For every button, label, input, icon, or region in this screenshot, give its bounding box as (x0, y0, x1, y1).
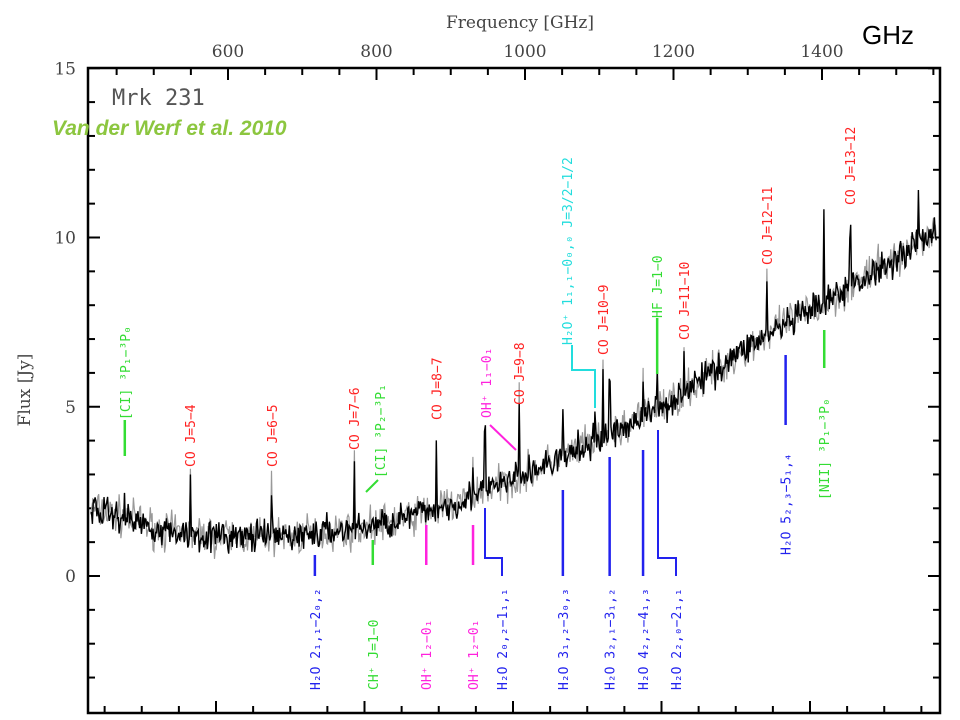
line-marker (365, 479, 379, 493)
line-marker (489, 424, 517, 451)
citation: Van der Werf et al. 2010 (52, 117, 287, 140)
spectrum-black (90, 189, 937, 554)
object-name: Mrk 231 (112, 86, 205, 111)
line-label: CH⁺ J=1−0 (367, 620, 382, 690)
line-label: CO J=8−7 (431, 357, 446, 420)
line-label: [CI] ³P₂−³P₁ (374, 384, 389, 478)
x-axis-title: Frequency [GHz] (446, 13, 594, 33)
line-label: [NII] ³P₁−³P₀ (818, 398, 833, 500)
unit-note: GHz (862, 20, 914, 50)
x-tick-label: 1000 (503, 42, 546, 62)
line-label: CO J=12−11 (761, 187, 776, 265)
y-axis-title: Flux [Jy] (15, 354, 35, 427)
line-label: H₂O 5₂,₃−5₁,₄ (780, 453, 795, 555)
line-label: [CI] ³P₁−³P₀ (119, 326, 134, 420)
y-tick-label: 10 (54, 229, 76, 249)
line-label: CO J=6−5 (266, 404, 281, 467)
line-label: H₂O 2₀,₂−1₁,₁ (496, 588, 511, 690)
line-label: OH⁺ 1₁−0₁ (480, 348, 495, 418)
line-label: CO J=13−12 (844, 127, 859, 205)
line-label: H₂O 3₂,₁−3₁,₂ (604, 588, 619, 690)
line-label: CO J=10−9 (597, 285, 612, 355)
line-label: CO J=9−8 (513, 342, 528, 405)
line-label: HF J=1−0 (651, 255, 666, 318)
x-tick-label: 1400 (800, 42, 843, 62)
x-tick-label: 600 (212, 42, 244, 62)
line-label: CO J=5−4 (184, 404, 199, 467)
line-label: OH⁺ 1₂−0₁ (467, 620, 482, 690)
line-marker (571, 345, 596, 408)
line-label: OH⁺ 1₂−0₁ (420, 620, 435, 690)
line-label: CO J=11−10 (678, 262, 693, 340)
x-tick-label: 1200 (652, 42, 695, 62)
line-label: H₂O 2₁,₁−2₀,₂ (309, 588, 324, 690)
line-label: CO J=7−6 (348, 387, 363, 450)
y-tick-label: 5 (65, 398, 76, 418)
y-tick-label: 15 (54, 59, 76, 79)
line-marker (484, 508, 503, 576)
line-label: H₂O 2₂,₀−2₁,₁ (670, 588, 685, 690)
x-tick-label: 800 (360, 42, 392, 62)
y-tick-label: 0 (65, 567, 76, 587)
plot-frame (86, 66, 942, 715)
line-label: H₂O 3₁,₂−3₀,₃ (557, 588, 572, 690)
line-label: H₂O⁺ 1₁,₁−0₀,₀ J=3/2−1/2 (561, 157, 576, 345)
line-marker (657, 430, 677, 576)
line-label: H₂O 4₂,₂−4₁,₃ (637, 588, 652, 690)
